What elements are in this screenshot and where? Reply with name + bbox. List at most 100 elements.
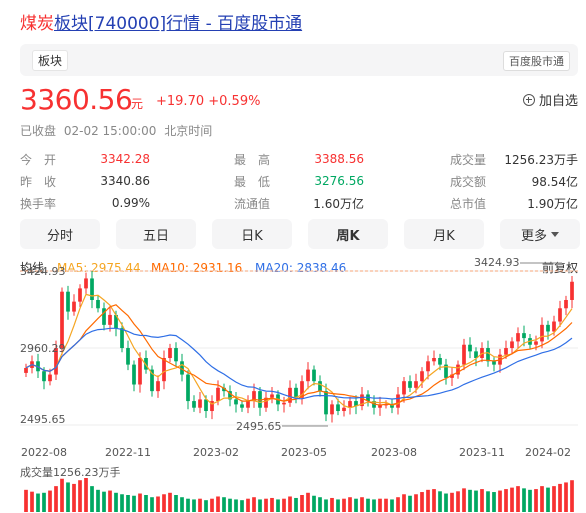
volume-bar xyxy=(228,498,232,512)
ma10-value: MA10: 2931.16 xyxy=(151,261,242,275)
tab-label: 分时 xyxy=(46,228,73,244)
candle-body xyxy=(174,348,178,362)
kline-chart[interactable]: 均线 MA5: 2975.44 MA10: 2931.16 MA20: 2838.46… xyxy=(0,258,586,513)
volume-bar xyxy=(384,498,388,512)
candle-body xyxy=(114,314,118,329)
x-tick-label: 2023-02 xyxy=(193,446,239,459)
candle-body xyxy=(108,314,112,325)
volume-bar xyxy=(354,498,358,512)
candle-body xyxy=(252,391,256,402)
stat-label: 昨 收 xyxy=(20,174,57,189)
tab-1[interactable]: 五日 xyxy=(116,219,196,249)
candle-body xyxy=(78,288,82,302)
candle-body xyxy=(294,387,298,398)
volume-bar xyxy=(378,498,382,512)
volume-bar xyxy=(510,487,514,512)
volume-bar xyxy=(474,490,478,512)
stat-label: 成交量 xyxy=(450,152,487,167)
candle-body xyxy=(162,357,166,382)
candle-body xyxy=(414,381,418,388)
page-title[interactable]: 煤炭板块[740000]行情 - 百度股市通 xyxy=(20,9,302,34)
candle-body xyxy=(126,348,130,365)
candle-body xyxy=(558,308,562,322)
volume-bar xyxy=(24,489,28,512)
volume-bar xyxy=(516,486,520,512)
x-tick-label: 2023-05 xyxy=(281,446,327,459)
volume-bar xyxy=(222,497,226,512)
ma10-line xyxy=(25,304,573,406)
change-percent: +0.59% xyxy=(208,94,261,109)
ma20-line xyxy=(25,327,573,400)
tab-label: 周K xyxy=(336,228,360,244)
candle-body xyxy=(192,401,196,408)
stat-cell: 换手率 0.99% xyxy=(20,195,150,212)
change-value: +19.70 xyxy=(156,94,205,109)
volume-bar xyxy=(522,488,526,512)
candle-body xyxy=(54,348,58,375)
stat-cell: 总市值 1.90万亿 xyxy=(450,195,578,212)
candle-body xyxy=(246,401,250,408)
volume-bar xyxy=(528,489,532,512)
current-price: 3360.56 xyxy=(20,83,133,116)
volume-bar xyxy=(492,492,496,512)
volume-bar xyxy=(36,493,40,512)
volume-bar xyxy=(60,478,64,512)
candle-body xyxy=(282,402,286,405)
volume-bar xyxy=(144,495,148,512)
tab-0[interactable]: 分时 xyxy=(20,219,100,249)
volume-bar xyxy=(78,480,82,512)
stat-cell: 成交额 98.54亿 xyxy=(450,173,578,190)
volume-bar xyxy=(372,499,376,512)
add-watchlist-label: 加自选 xyxy=(538,94,578,109)
brand-badge[interactable]: 百度股市通 xyxy=(503,51,570,71)
ma5-line xyxy=(25,293,573,409)
candle-body xyxy=(66,291,70,312)
tab-4[interactable]: 月K xyxy=(404,219,484,249)
candle-body xyxy=(396,394,400,408)
status-datetime: 02-02 15:00:00 xyxy=(63,124,157,138)
candle-body xyxy=(234,399,238,405)
tab-2[interactable]: 日K xyxy=(212,219,292,249)
volume-bar xyxy=(240,500,244,512)
candle-body xyxy=(156,381,160,392)
candle-body xyxy=(486,348,490,362)
volume-bar xyxy=(564,482,568,512)
volume-bar xyxy=(486,491,490,512)
market-status: 已收盘 02-02 15:00:00 北京时间 xyxy=(20,122,212,139)
candle-body xyxy=(444,364,448,378)
volume-bar xyxy=(246,498,250,512)
add-watchlist-button[interactable]: 加自选 xyxy=(522,90,578,109)
volume-bar xyxy=(348,497,352,512)
x-tick-label: 2023-11 xyxy=(459,446,505,459)
volume-bar xyxy=(252,497,256,512)
x-tick-label: 2022-11 xyxy=(105,446,151,459)
stat-cell: 昨 收 3340.86 xyxy=(20,173,150,190)
stat-cell: 最 高 3388.56 xyxy=(234,151,364,168)
candle-body xyxy=(354,401,358,407)
candle-body xyxy=(186,374,190,402)
volume-bar xyxy=(102,491,106,512)
ma5-value: MA5: 2975.44 xyxy=(57,261,141,275)
stat-value: 1.60万亿 xyxy=(313,196,364,211)
stat-value: 0.99% xyxy=(111,196,150,210)
candle-body xyxy=(546,324,550,332)
tab-5[interactable]: 更多 xyxy=(500,219,580,249)
volume-bar xyxy=(270,497,274,512)
stat-label: 成交额 xyxy=(450,174,487,189)
candle-body xyxy=(462,344,466,365)
candle-body xyxy=(534,341,538,345)
volume-bar xyxy=(186,498,190,512)
tab-3[interactable]: 周K xyxy=(308,219,388,249)
volume-bar xyxy=(162,494,166,512)
stat-label: 最 高 xyxy=(234,152,271,167)
volume-bar xyxy=(414,494,418,512)
candle-body xyxy=(492,361,496,365)
candle-body xyxy=(306,369,310,382)
candle-body xyxy=(408,381,412,388)
volume-bar xyxy=(150,497,154,512)
volume-bar xyxy=(318,497,322,512)
sector-tag[interactable]: 板块 xyxy=(32,50,69,71)
candle-body xyxy=(360,394,364,407)
volume-bar xyxy=(432,489,436,512)
volume-bar xyxy=(450,492,454,512)
